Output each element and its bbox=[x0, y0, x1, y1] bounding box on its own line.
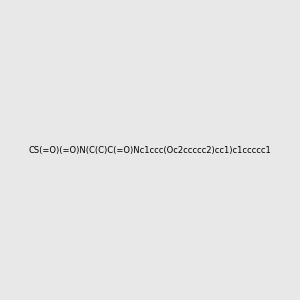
Text: CS(=O)(=O)N(C(C)C(=O)Nc1ccc(Oc2ccccc2)cc1)c1ccccc1: CS(=O)(=O)N(C(C)C(=O)Nc1ccc(Oc2ccccc2)cc… bbox=[28, 146, 272, 154]
